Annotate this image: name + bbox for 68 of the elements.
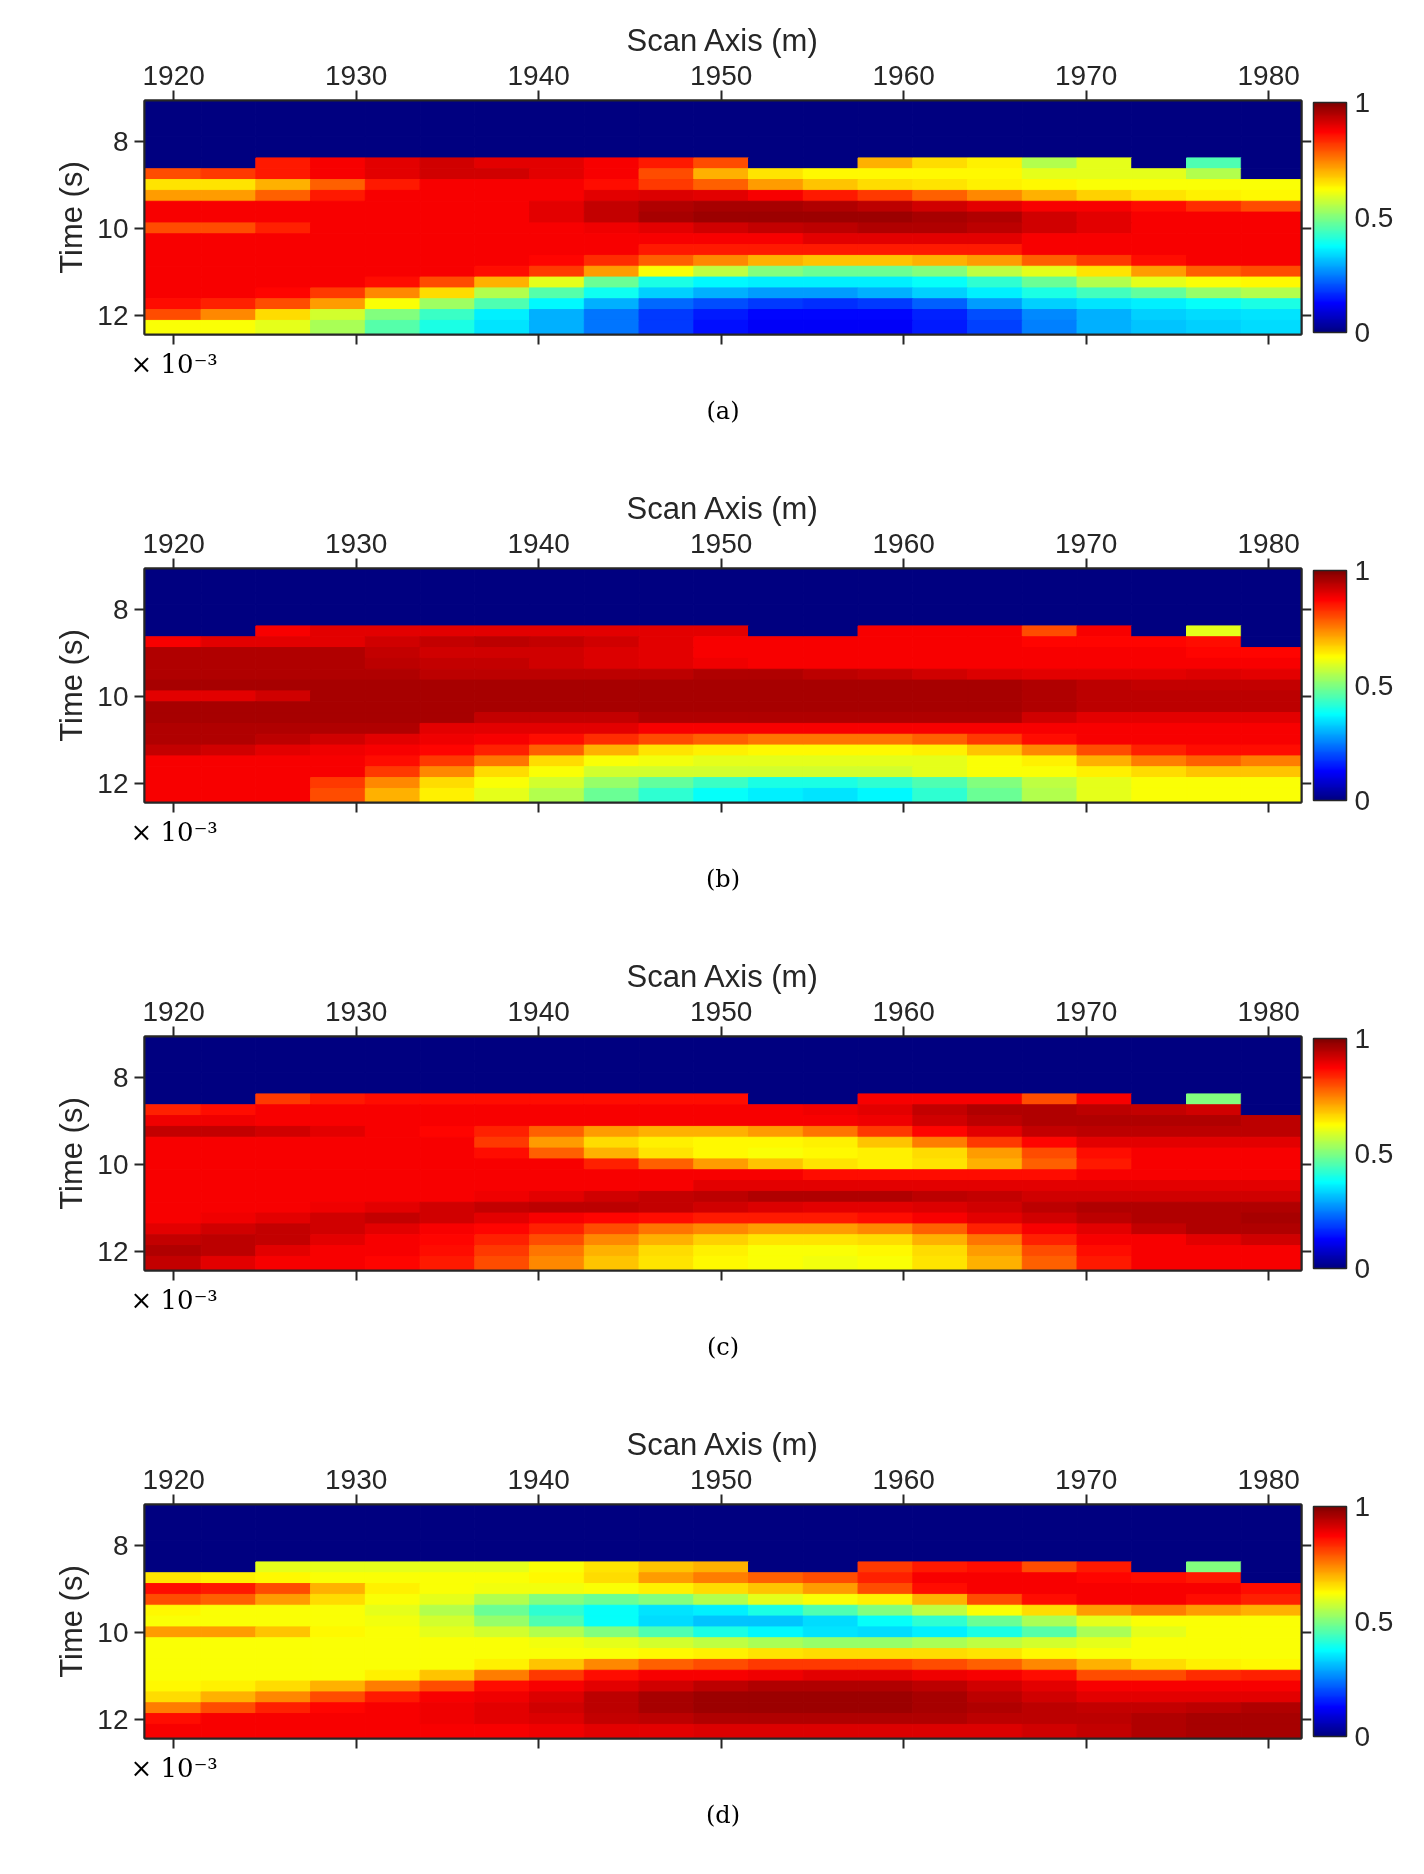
text: (d) — [705, 1800, 741, 1829]
x-tick-label: 1970 — [1055, 1463, 1118, 1495]
x-tick-label: 1980 — [1237, 59, 1300, 91]
x-axis-title: Scan Axis (m) — [626, 1426, 818, 1462]
x-tick-label: 1930 — [325, 995, 388, 1027]
text: (b) — [705, 864, 741, 893]
x-tick-label: 1960 — [872, 527, 935, 559]
x-tick-label: 1950 — [690, 995, 753, 1027]
x-tick-label: 1970 — [1055, 59, 1118, 91]
x-tick-label: 1980 — [1237, 1463, 1300, 1495]
text: × 10⁻³ — [130, 348, 218, 379]
y-tick-label: 8 — [112, 594, 129, 626]
x-tick-label: 1940 — [507, 59, 570, 91]
x-tick-label: 1920 — [142, 1463, 205, 1495]
x-tick-label: 1950 — [690, 527, 753, 559]
x-tick-label: 1930 — [325, 527, 388, 559]
y-tick-label: 10 — [97, 1616, 129, 1648]
color-bar-label: 0 — [1354, 317, 1371, 348]
text: (a) — [706, 396, 740, 425]
text: (c) — [706, 1332, 740, 1361]
x-tick-label: 1960 — [872, 59, 935, 91]
y-tick-label: 8 — [112, 1530, 129, 1562]
x-tick-label: 1970 — [1055, 527, 1118, 559]
color-bar-label: 0 — [1354, 785, 1371, 816]
color-bar-label: 0.5 — [1354, 1138, 1394, 1169]
color-bar-label: 0.5 — [1354, 1606, 1394, 1637]
y-tick-label: 12 — [97, 767, 129, 799]
color-bar-label: 1 — [1354, 1023, 1371, 1054]
x-tick-label: 1930 — [325, 59, 388, 91]
y-axis-title: Time (s) — [54, 161, 90, 274]
x-tick-label: 1940 — [507, 1463, 570, 1495]
x-tick-label: 1950 — [690, 59, 753, 91]
color-bar-label: 1 — [1354, 555, 1371, 586]
x-axis-title: Scan Axis (m) — [626, 490, 818, 526]
x-tick-label: 1930 — [325, 1463, 388, 1495]
y-tick-label: 8 — [112, 1062, 129, 1094]
x-tick-label: 1950 — [690, 1463, 753, 1495]
color-bar-label: 0.5 — [1354, 202, 1394, 233]
x-tick-label: 1920 — [142, 59, 205, 91]
x-tick-label: 1940 — [507, 527, 570, 559]
y-tick-label: 12 — [97, 1235, 129, 1267]
x-axis-title: Scan Axis (m) — [626, 958, 818, 994]
y-tick-label: 10 — [97, 212, 129, 244]
x-tick-label: 1980 — [1237, 527, 1300, 559]
x-axis-title: Scan Axis (m) — [626, 22, 818, 58]
y-tick-label: 8 — [112, 126, 129, 158]
color-bar-label: 1 — [1354, 87, 1371, 118]
color-bar-label: 0 — [1354, 1253, 1371, 1284]
y-tick-label: 10 — [97, 1148, 129, 1180]
x-tick-label: 1960 — [872, 995, 935, 1027]
color-bar-label: 1 — [1354, 1491, 1371, 1522]
y-axis-title: Time (s) — [54, 1097, 90, 1210]
color-bar-label: 0.5 — [1354, 670, 1394, 701]
text: × 10⁻³ — [130, 1284, 218, 1315]
color-bar-label: 0 — [1354, 1721, 1371, 1752]
y-axis-title: Time (s) — [54, 1565, 90, 1678]
x-tick-label: 1940 — [507, 995, 570, 1027]
x-tick-label: 1960 — [872, 1463, 935, 1495]
x-tick-label: 1920 — [142, 995, 205, 1027]
y-tick-label: 12 — [97, 1703, 129, 1735]
x-tick-label: 1970 — [1055, 995, 1118, 1027]
x-tick-label: 1980 — [1237, 995, 1300, 1027]
x-tick-label: 1920 — [142, 527, 205, 559]
text: × 10⁻³ — [130, 1752, 218, 1783]
y-axis-title: Time (s) — [54, 629, 90, 742]
text: × 10⁻³ — [130, 816, 218, 847]
y-tick-label: 12 — [97, 299, 129, 331]
y-tick-label: 10 — [97, 680, 129, 712]
